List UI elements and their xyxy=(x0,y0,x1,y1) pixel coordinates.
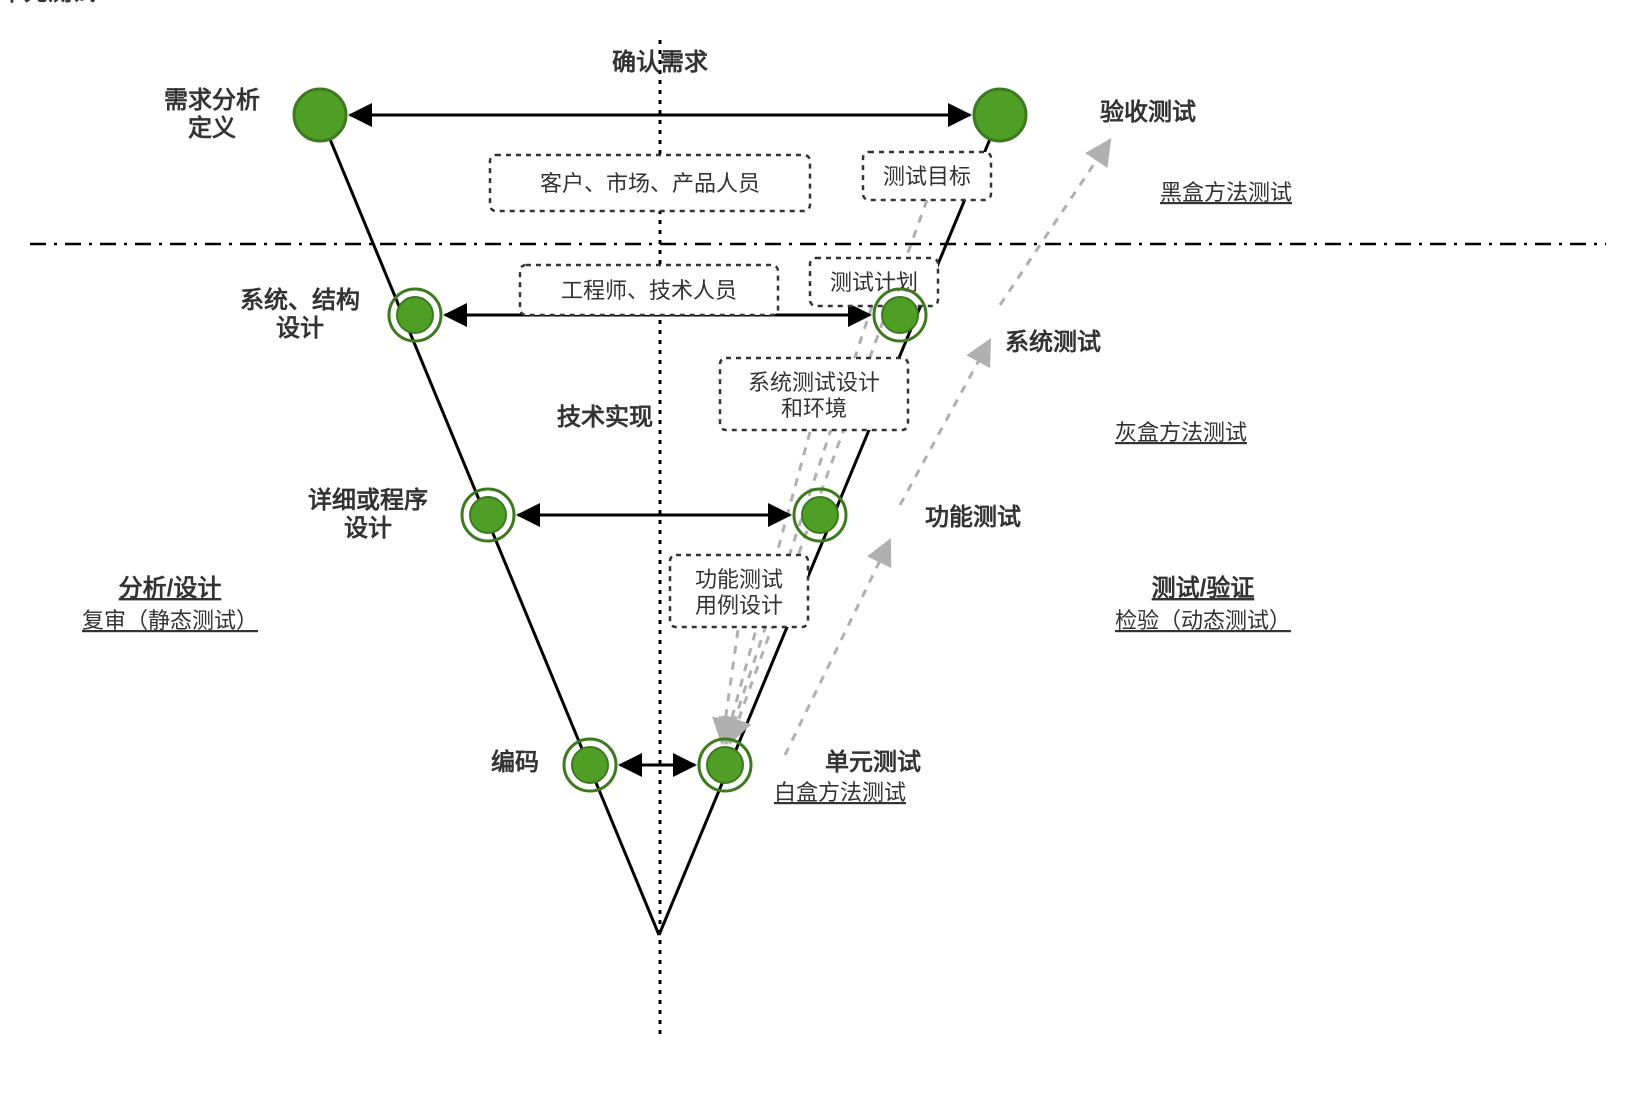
note-test-sub: 检验（动态测试） xyxy=(1115,608,1291,633)
note-analysis-sub: 复审（静态测试） xyxy=(82,608,258,633)
node-req xyxy=(294,89,346,141)
node-detaildesign xyxy=(470,497,506,533)
left-label-0-l2: 定义 xyxy=(188,114,236,142)
node-unit-test xyxy=(707,747,743,783)
gray-arrow-up2 xyxy=(900,340,990,505)
node-sysdesign xyxy=(397,297,433,333)
v-model-diagram: 客户、市场、产品人员工程师、技术人员测试目标测试计划系统测试设计和环境功能测试用… xyxy=(0,0,1636,1112)
left-label-1-l2: 设计 xyxy=(276,315,324,342)
left-label-0-l1: 需求分析 xyxy=(164,87,260,114)
dotted-box-text-3: 测试计划 xyxy=(830,270,918,295)
note-graybox: 灰盒方法测试 xyxy=(1115,420,1247,445)
label-confirm-req: 确认需求 xyxy=(612,49,708,76)
right-label-3: 单元测试 xyxy=(0,0,96,6)
node-accept-test xyxy=(974,89,1026,141)
right-label-0: 验收测试 xyxy=(1100,98,1196,126)
label-tech-impl: 技术实现 xyxy=(557,403,653,431)
dotted-box-text-1: 工程师、技术人员 xyxy=(561,278,737,303)
dotted-box-text-2: 测试目标 xyxy=(883,164,971,189)
gray-arrow-up3 xyxy=(1000,140,1110,305)
right-label-2: 功能测试 xyxy=(925,503,1021,531)
label-unit-test: 单元测试 xyxy=(825,749,921,776)
left-label-2-l2: 设计 xyxy=(344,515,392,542)
label-whitebox: 白盒方法测试 xyxy=(774,780,906,805)
dotted-box-text-4b: 和环境 xyxy=(781,396,847,421)
note-analysis-title: 分析/设计 xyxy=(119,575,222,602)
node-sys-test xyxy=(882,297,918,333)
left-label-3-l1: 编码 xyxy=(491,748,539,776)
left-label-2-l1: 详细或程序 xyxy=(308,486,428,514)
node-func-test xyxy=(802,497,838,533)
dotted-box-text-0: 客户、市场、产品人员 xyxy=(540,171,760,196)
node-code xyxy=(572,747,608,783)
right-label-1: 系统测试 xyxy=(1005,328,1101,356)
dotted-box-text-5b: 用例设计 xyxy=(695,593,783,618)
dotted-box-text-5a: 功能测试 xyxy=(695,567,783,592)
note-test-title: 测试/验证 xyxy=(1152,574,1255,602)
left-label-1-l1: 系统、结构 xyxy=(240,286,360,314)
note-blackbox: 黑盒方法测试 xyxy=(1160,180,1292,205)
dotted-box-text-4a: 系统测试设计 xyxy=(748,370,880,395)
